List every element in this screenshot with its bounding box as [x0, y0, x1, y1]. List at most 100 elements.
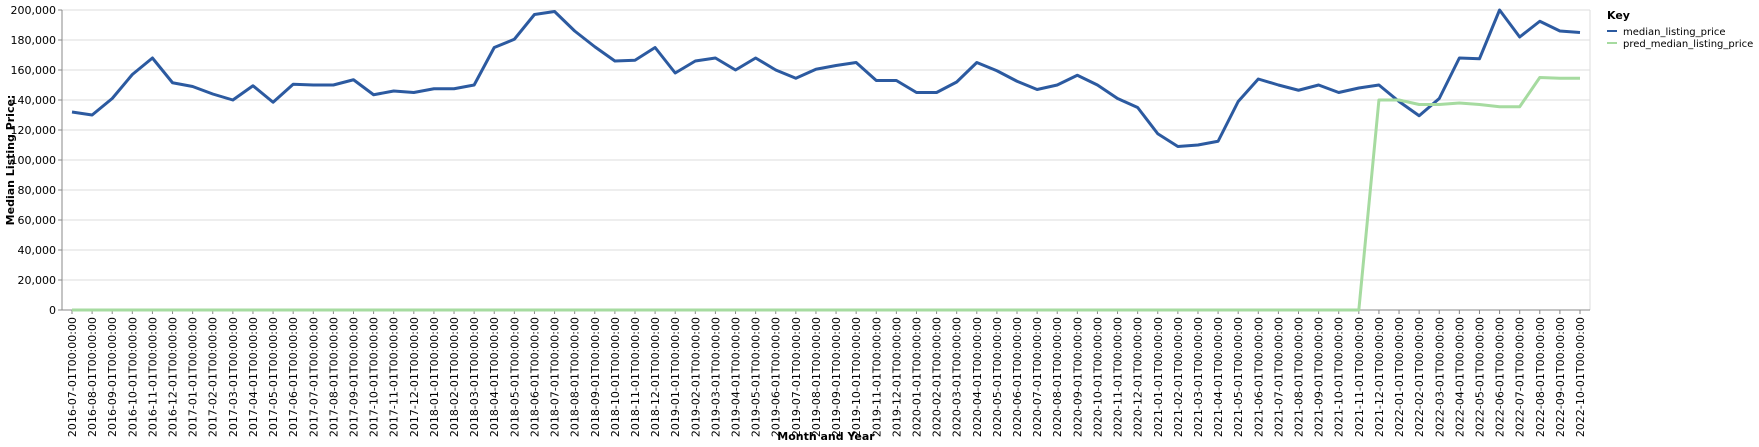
x-tick-label: 2021-11-01T00:00:00	[1353, 317, 1366, 437]
x-tick-label: 2017-11-01T00:00:00	[388, 317, 401, 437]
x-tick-label: 2022-08-01T00:00:00	[1534, 317, 1547, 437]
x-tick-label: 2020-09-01T00:00:00	[1071, 317, 1084, 437]
x-tick-label: 2021-08-01T00:00:00	[1293, 317, 1306, 437]
y-tick-label: 140,000	[11, 94, 57, 107]
x-tick-label: 2019-09-01T00:00:00	[830, 317, 843, 437]
series-lines	[71, 8, 1581, 312]
x-tick-label: 2020-08-01T00:00:00	[1051, 317, 1064, 437]
x-tick-label: 2018-02-01T00:00:00	[448, 317, 461, 437]
x-tick-label: 2019-02-01T00:00:00	[689, 317, 702, 437]
x-tick-label: 2021-02-01T00:00:00	[1172, 317, 1185, 437]
x-tick-label: 2020-03-01T00:00:00	[951, 317, 964, 437]
x-tick-label: 2022-05-01T00:00:00	[1473, 317, 1486, 437]
x-tick-label: 2018-01-01T00:00:00	[428, 317, 441, 437]
x-tick-label: 2016-10-01T00:00:00	[126, 317, 139, 437]
x-tick-label: 2021-07-01T00:00:00	[1272, 317, 1285, 437]
x-tick-label: 2016-09-01T00:00:00	[106, 317, 119, 437]
y-tick-label: 60,000	[18, 214, 57, 227]
y-tick-label: 200,000	[11, 4, 57, 17]
x-tick-label: 2019-07-01T00:00:00	[790, 317, 803, 437]
x-tick-label: 2017-09-01T00:00:00	[347, 317, 360, 437]
x-tick-label: 2017-04-01T00:00:00	[247, 317, 260, 437]
legend: Key median_listing_pricepred_median_list…	[1607, 9, 1753, 50]
legend-title: Key	[1607, 9, 1630, 22]
x-tick-label: 2021-01-01T00:00:00	[1152, 317, 1165, 437]
x-tick-label: 2018-12-01T00:00:00	[649, 317, 662, 437]
y-tick-label: 120,000	[11, 124, 57, 137]
x-tick-label: 2022-04-01T00:00:00	[1453, 317, 1466, 437]
x-tick-label: 2018-10-01T00:00:00	[609, 317, 622, 437]
x-tick-label: 2018-07-01T00:00:00	[549, 317, 562, 437]
x-tick-label: 2019-11-01T00:00:00	[870, 317, 883, 437]
y-tick-label: 100,000	[11, 154, 57, 167]
series-line-median_listing_price	[71, 8, 1581, 148]
y-axis: 0 20,000 40,000 60,000 80,000 100,000 120,000 1…	[11, 4, 63, 317]
x-tick-label: 2020-05-01T00:00:00	[991, 317, 1004, 437]
x-tick-label: 2018-03-01T00:00:00	[468, 317, 481, 437]
x-tick-label: 2017-08-01T00:00:00	[327, 317, 340, 437]
x-tick-label: 2019-01-01T00:00:00	[669, 317, 682, 437]
x-tick-label: 2022-07-01T00:00:00	[1514, 317, 1527, 437]
x-tick-label: 2017-07-01T00:00:00	[307, 317, 320, 437]
x-tick-label: 2017-10-01T00:00:00	[368, 317, 381, 437]
y-tick-label: 20,000	[18, 274, 57, 287]
gridlines	[62, 9, 1591, 311]
x-tick-label: 2020-06-01T00:00:00	[1011, 317, 1024, 437]
x-tick-label: 2021-03-01T00:00:00	[1192, 317, 1205, 437]
x-tick-label: 2019-04-01T00:00:00	[730, 317, 743, 437]
y-tick-label: 40,000	[18, 244, 57, 257]
legend-label: pred_median_listing_price	[1623, 39, 1753, 50]
x-tick-label: 2020-12-01T00:00:00	[1132, 317, 1145, 437]
x-tick-label: 2016-11-01T00:00:00	[146, 317, 159, 437]
x-tick-label: 2018-04-01T00:00:00	[488, 317, 501, 437]
x-tick-label: 2018-05-01T00:00:00	[508, 317, 521, 437]
x-tick-label: 2020-02-01T00:00:00	[931, 317, 944, 437]
x-axis-title: Month and Year	[777, 430, 875, 443]
x-tick-label: 2019-10-01T00:00:00	[850, 317, 863, 437]
x-tick-label: 2019-12-01T00:00:00	[890, 317, 903, 437]
x-tick-label: 2019-05-01T00:00:00	[750, 317, 763, 437]
x-tick-label: 2022-10-01T00:00:00	[1574, 317, 1587, 437]
x-tick-label: 2017-02-01T00:00:00	[207, 317, 220, 437]
x-tick-label: 2022-01-01T00:00:00	[1393, 317, 1406, 437]
x-tick-label: 2022-03-01T00:00:00	[1433, 317, 1446, 437]
x-tick-label: 2019-03-01T00:00:00	[709, 317, 722, 437]
x-tick-label: 2019-06-01T00:00:00	[770, 317, 783, 437]
legend-label: median_listing_price	[1623, 27, 1726, 38]
x-tick-label: 2018-09-01T00:00:00	[589, 317, 602, 437]
y-tick-label: 0	[49, 304, 56, 317]
series-line-pred_median_listing_price	[72, 76, 1580, 312]
x-tick-label: 2016-07-01T00:00:00	[66, 317, 79, 437]
x-tick-label: 2021-05-01T00:00:00	[1232, 317, 1245, 437]
x-tick-label: 2020-01-01T00:00:00	[910, 317, 923, 437]
x-tick-label: 2016-12-01T00:00:00	[167, 317, 180, 437]
x-tick-label: 2020-11-01T00:00:00	[1112, 317, 1125, 437]
x-tick-label: 2017-06-01T00:00:00	[287, 317, 300, 437]
x-tick-label: 2018-11-01T00:00:00	[629, 317, 642, 437]
y-axis-title: Median Listing Price:	[4, 95, 17, 226]
x-tick-label: 2017-01-01T00:00:00	[187, 317, 200, 437]
x-tick-label: 2017-12-01T00:00:00	[408, 317, 421, 437]
x-tick-label: 2017-03-01T00:00:00	[227, 317, 240, 437]
x-axis: 2016-07-01T00:00:00 2016-08-01T00:00:00 20…	[62, 309, 1590, 437]
x-tick-label: 2022-06-01T00:00:00	[1494, 317, 1507, 437]
y-tick-label: 80,000	[18, 184, 57, 197]
x-tick-label: 2021-06-01T00:00:00	[1252, 317, 1265, 437]
x-tick-label: 2021-04-01T00:00:00	[1212, 317, 1225, 437]
x-tick-label: 2021-10-01T00:00:00	[1333, 317, 1346, 437]
x-tick-label: 2020-04-01T00:00:00	[971, 317, 984, 437]
y-tick-label: 160,000	[11, 64, 57, 77]
x-tick-label: 2017-05-01T00:00:00	[267, 317, 280, 437]
x-tick-label: 2018-06-01T00:00:00	[528, 317, 541, 437]
x-tick-label: 2020-07-01T00:00:00	[1031, 317, 1044, 437]
x-tick-label: 2019-08-01T00:00:00	[810, 317, 823, 437]
x-tick-label: 2018-08-01T00:00:00	[569, 317, 582, 437]
x-tick-label: 2021-09-01T00:00:00	[1313, 317, 1326, 437]
x-tick-label: 2020-10-01T00:00:00	[1091, 317, 1104, 437]
x-tick-label: 2022-09-01T00:00:00	[1554, 317, 1567, 437]
x-tick-label: 2016-08-01T00:00:00	[86, 317, 99, 437]
x-tick-label: 2021-12-01T00:00:00	[1373, 317, 1386, 437]
x-tick-label: 2022-02-01T00:00:00	[1413, 317, 1426, 437]
